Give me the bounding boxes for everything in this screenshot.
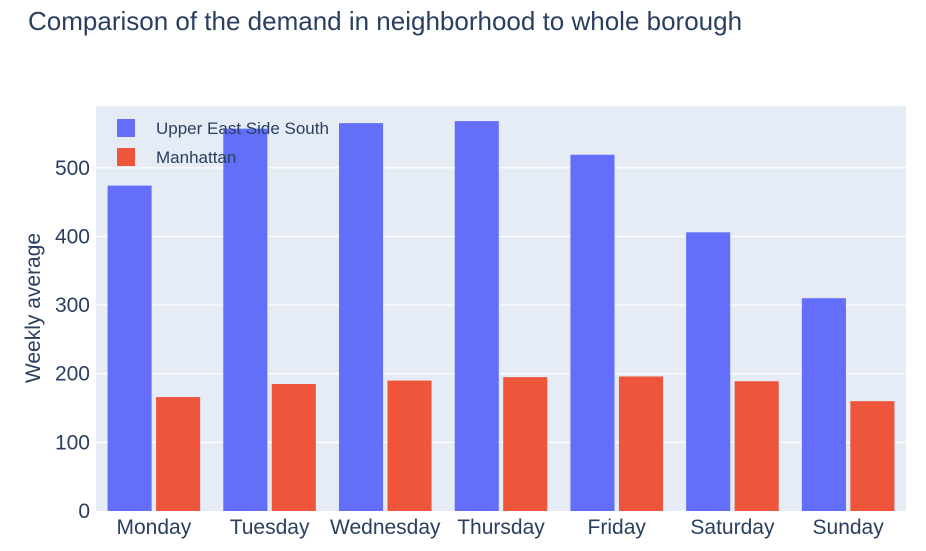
bar-borough-thursday[interactable] bbox=[503, 377, 548, 511]
x-tick-label: Tuesday bbox=[230, 516, 310, 539]
chart-title: Comparison of the demand in neighborhood… bbox=[28, 6, 742, 36]
y-tick-label: 300 bbox=[55, 294, 90, 317]
y-axis-ticks: 0 100 200 300 400 500 bbox=[55, 157, 90, 523]
bar-neighborhood-thursday[interactable] bbox=[454, 121, 499, 512]
x-tick-label: Wednesday bbox=[330, 516, 441, 539]
y-tick-label: 500 bbox=[55, 157, 90, 180]
y-axis-title: Weekly average bbox=[22, 233, 45, 383]
x-axis-ticks: Monday Tuesday Wednesday Thursday Friday Satu… bbox=[116, 516, 884, 539]
x-tick-label: Friday bbox=[588, 516, 647, 539]
x-tick-label: Thursday bbox=[457, 516, 545, 539]
bar-borough-wednesday[interactable] bbox=[387, 380, 432, 511]
legend-item-borough[interactable]: Manhattan bbox=[117, 148, 236, 167]
bar-neighborhood-tuesday[interactable] bbox=[223, 128, 268, 512]
legend-item-neighborhood[interactable]: Upper East Side South bbox=[117, 119, 329, 138]
y-tick-label: 0 bbox=[78, 500, 90, 523]
bar-borough-friday[interactable] bbox=[618, 376, 663, 511]
legend-swatch bbox=[117, 148, 135, 166]
bars bbox=[107, 121, 895, 512]
legend-label: Upper East Side South bbox=[156, 119, 329, 138]
bar-borough-sunday[interactable] bbox=[850, 401, 895, 511]
bar-neighborhood-saturday[interactable] bbox=[686, 232, 731, 511]
bar-neighborhood-sunday[interactable] bbox=[801, 298, 846, 511]
legend-swatch bbox=[117, 119, 135, 137]
y-tick-label: 200 bbox=[55, 363, 90, 386]
x-tick-label: Sunday bbox=[813, 516, 885, 539]
y-tick-label: 100 bbox=[55, 431, 90, 454]
bar-borough-monday[interactable] bbox=[156, 397, 201, 511]
bar-borough-saturday[interactable] bbox=[734, 381, 779, 511]
bar-borough-tuesday[interactable] bbox=[271, 384, 316, 511]
legend-label: Manhattan bbox=[156, 148, 236, 167]
y-tick-label: 400 bbox=[55, 225, 90, 248]
x-tick-label: Monday bbox=[116, 516, 191, 539]
bar-neighborhood-wednesday[interactable] bbox=[339, 123, 384, 512]
bar-neighborhood-friday[interactable] bbox=[570, 154, 615, 511]
x-tick-label: Saturday bbox=[690, 516, 775, 539]
legend[interactable]: Upper East Side South Manhattan bbox=[117, 119, 329, 167]
bar-neighborhood-monday[interactable] bbox=[107, 185, 152, 511]
